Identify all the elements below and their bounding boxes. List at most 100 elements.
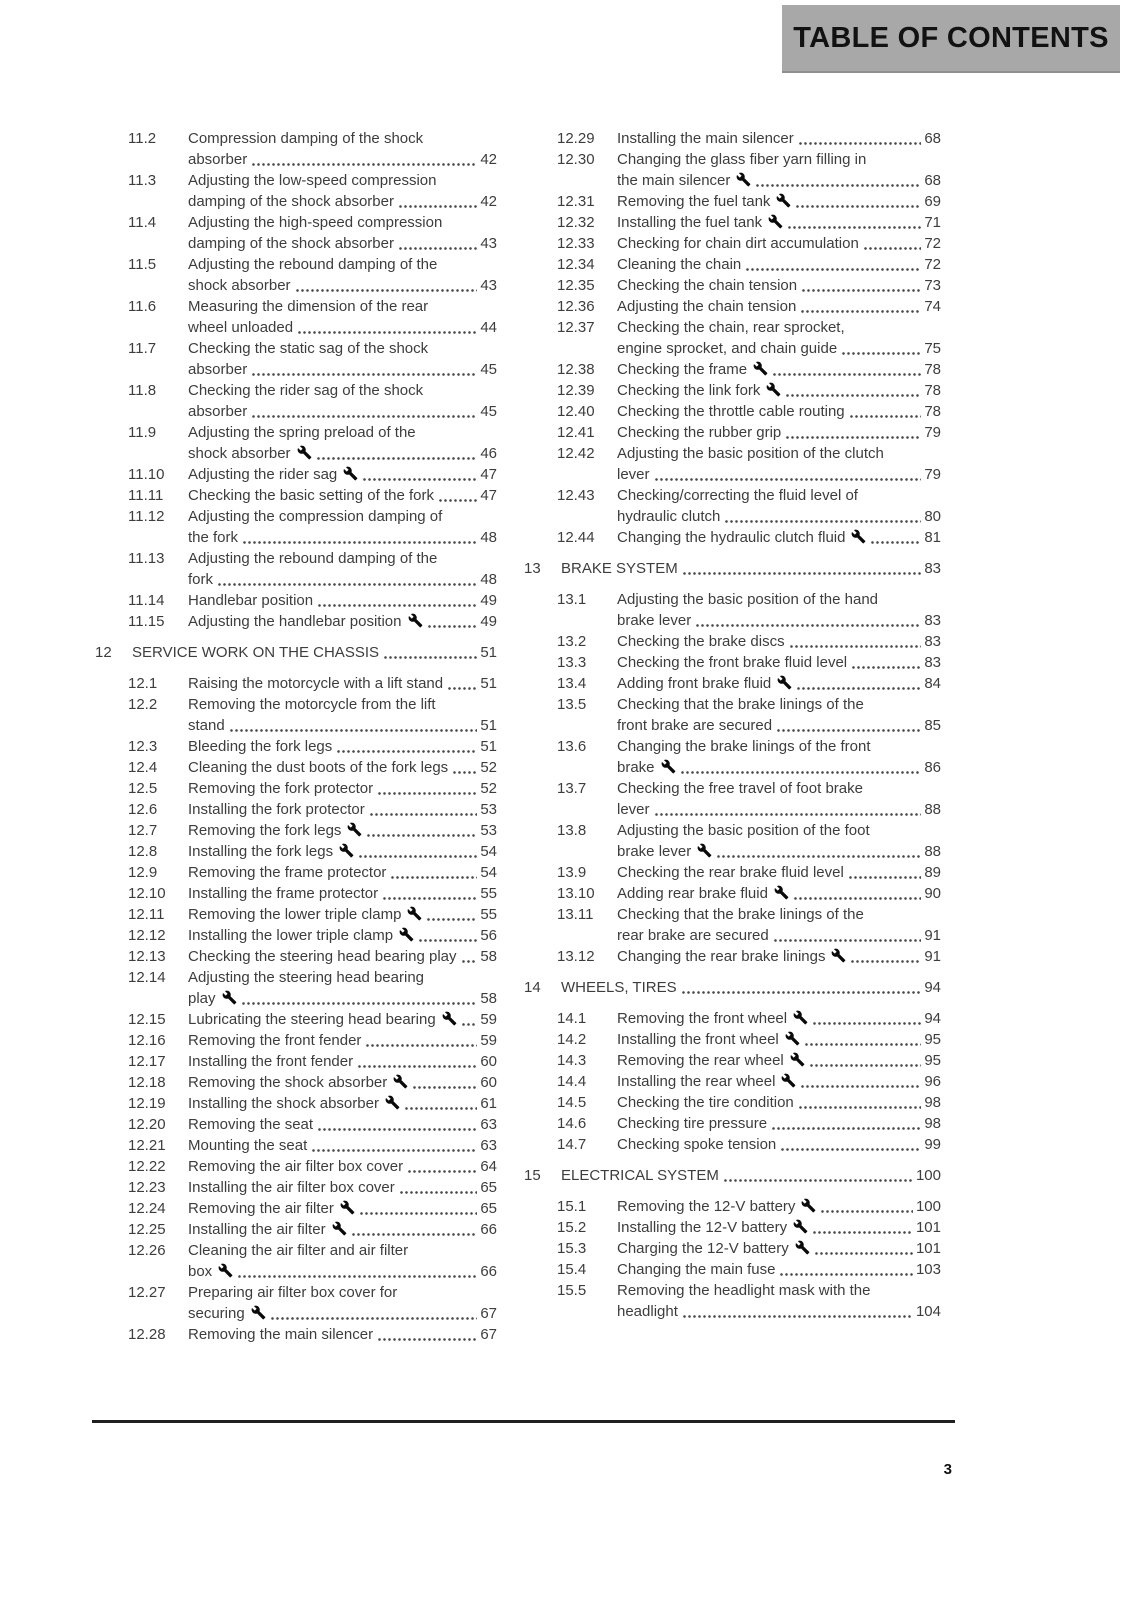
toc-entry-title: Installing the air filter [188, 1221, 326, 1238]
toc-entry-page: 64 [480, 1158, 497, 1175]
toc-entry-line: Mounting the seat 63 [188, 1135, 497, 1156]
toc-entry-body: Preparing air filter box cover for securi… [188, 1282, 497, 1324]
toc-entry: 12.5 Removing the fork protector 52 [95, 778, 497, 799]
toc-entry-page: 49 [480, 613, 497, 630]
toc-entry-line: Installing the 12-V battery 101 [617, 1217, 941, 1238]
dot-leader [797, 141, 922, 146]
toc-entry-title: Removing the lower triple clamp [188, 906, 402, 923]
toc-entry-page: 45 [480, 361, 497, 378]
toc-entry-page: 43 [480, 235, 497, 252]
toc-entry-number: 12.2 [128, 696, 158, 713]
toc-entry-body: Changing the main fuse 103 [617, 1259, 941, 1280]
toc-entry-page: 67 [480, 1305, 497, 1322]
toc-entry-number: 12.4 [128, 759, 158, 776]
toc-entry-number: 12.8 [128, 843, 158, 860]
toc-entry-body: Adjusting the steering head bearing play 5… [188, 967, 497, 1009]
dot-leader [680, 990, 922, 995]
dot-leader [358, 854, 478, 859]
toc-entry-page: 100 [915, 1167, 941, 1184]
toc-entry-number: 12.12 [128, 927, 166, 944]
dot-leader [788, 644, 922, 649]
toc-entry-page: 68 [924, 130, 941, 147]
toc-entry-line: Removing the 12-V battery 100 [617, 1196, 941, 1217]
toc-entry-body: Adjusting the chain tension 74 [617, 296, 941, 317]
toc-entry-line: Checking that the brake linings of the [617, 906, 864, 923]
toc-entry-number: 12.11 [128, 906, 165, 923]
toc-chapter-entry: 15 ELECTRICAL SYSTEM 100 [524, 1165, 941, 1186]
toc-entry-title: front brake are secured [617, 717, 773, 734]
toc-entry-line: play 58 [188, 988, 497, 1009]
toc-entry-title: Removing the fork protector [188, 780, 374, 797]
toc-entry-page: 90 [924, 885, 941, 902]
toc-entry-page: 99 [924, 1136, 941, 1153]
toc-entry-title: Checking the rear brake fluid level [617, 864, 844, 881]
toc-entry-body: Installing the 12-V battery 101 [617, 1217, 941, 1238]
toc-entry: 14.6 Checking tire pressure 98 [524, 1113, 941, 1134]
wrench-icon [218, 1263, 233, 1278]
toc-entry: 14.2 Installing the front wheel 95 [524, 1029, 941, 1050]
toc-entry-page: 49 [480, 592, 497, 609]
dot-leader [695, 623, 922, 628]
toc-entry-title: Checking the steering head bearing play [188, 948, 457, 965]
dot-leader [357, 1064, 478, 1069]
toc-entry-line: ELECTRICAL SYSTEM 100 [561, 1165, 941, 1186]
toc-entry-line: shock absorber 43 [188, 275, 497, 296]
toc-entry-body: Installing the fork protector 53 [188, 799, 497, 820]
toc-entry-number: 12.34 [557, 256, 595, 273]
toc-entry-page: 67 [480, 1326, 497, 1343]
dot-leader [787, 225, 922, 230]
toc-entry-title: Adjusting the chain tension [617, 298, 797, 315]
toc-entry-page: 52 [480, 759, 497, 776]
toc-entry-page: 73 [924, 277, 941, 294]
toc-entry-line: Adjusting the low-speed compression [188, 172, 437, 189]
toc-left-column: 11.2 Compression damping of the shock abso… [95, 128, 497, 1345]
toc-entry-line: Cleaning the air filter and air filter [188, 1242, 409, 1259]
toc-entry-page: 94 [924, 979, 941, 996]
wrench-icon [442, 1011, 457, 1026]
toc-entry-body: Checking the rider sag of the shock absor… [188, 380, 497, 422]
toc-entry-number: 15.2 [557, 1219, 587, 1236]
toc-entry-number: 12.43 [557, 487, 595, 504]
toc-entry-title: shock absorber [188, 445, 291, 462]
toc-entry-number: 12.19 [128, 1095, 166, 1112]
toc-entry-number: 12.38 [557, 361, 595, 378]
toc-entry-body: Adjusting the spring preload of the shock… [188, 422, 497, 464]
toc-entry-line: Removing the main silencer 67 [188, 1324, 497, 1345]
toc-entry-page: 59 [480, 1011, 497, 1028]
dot-leader [779, 1272, 913, 1277]
toc-entry-page: 74 [924, 298, 941, 315]
dot-leader [796, 686, 922, 691]
toc-entry-number: 13.9 [557, 864, 587, 881]
toc-entry-body: Removing the headlight mask with the head… [617, 1280, 941, 1322]
toc-entry-line: Checking the front brake fluid level 83 [617, 652, 941, 673]
toc-entry-page: 83 [924, 633, 941, 650]
toc-entry-title: WHEELS, TIRES [561, 979, 677, 996]
toc-entry-title: Charging the 12-V battery [617, 1240, 789, 1257]
dot-leader [237, 1274, 478, 1279]
toc-entry-body: Changing the glass fiber yarn filling in… [617, 149, 941, 191]
wrench-icon [385, 1095, 400, 1110]
toc-entry-page: 89 [924, 864, 941, 881]
dot-leader [460, 959, 478, 964]
toc-entry: 12.12 Installing the lower triple clamp 56 [95, 925, 497, 946]
toc-entry-line: damping of the shock absorber 43 [188, 233, 497, 254]
toc-entry: 11.9 Adjusting the spring preload of the s… [95, 422, 497, 464]
toc-entry: 14.1 Removing the front wheel 94 [524, 1008, 941, 1029]
wrench-icon [777, 675, 792, 690]
toc-entry-body: Installing the air filter box cover 65 [188, 1177, 497, 1198]
toc-entry: 14.4 Installing the rear wheel 96 [524, 1071, 941, 1092]
dot-leader [418, 938, 478, 943]
toc-entry-title: Checking the frame [617, 361, 748, 378]
toc-entry-body: Removing the fork protector 52 [188, 778, 497, 799]
toc-entry-number: 12.3 [128, 738, 158, 755]
toc-entry-page: 85 [924, 717, 941, 734]
toc-entry-number: 12.6 [128, 801, 158, 818]
toc-entry-title: Adding rear brake fluid [617, 885, 768, 902]
toc-entry-line: Removing the lower triple clamp 55 [188, 904, 497, 925]
toc-entry: 12.21 Mounting the seat 63 [95, 1135, 497, 1156]
toc-entry: 11.6 Measuring the dimension of the rear w… [95, 296, 497, 338]
wrench-icon [736, 172, 751, 187]
toc-entry-line: brake 86 [617, 757, 941, 778]
toc-entry-page: 55 [480, 885, 497, 902]
toc-entry-number: 11.5 [128, 256, 157, 273]
